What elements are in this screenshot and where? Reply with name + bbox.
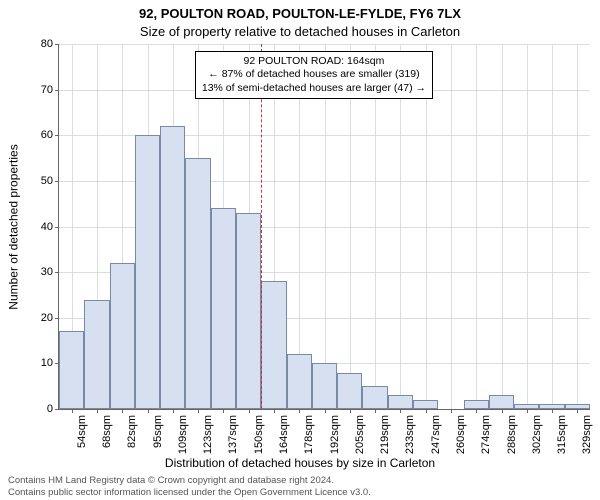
- histogram-bar: [362, 386, 387, 409]
- x-tick-mark: [223, 409, 224, 413]
- histogram-bar: [337, 373, 362, 410]
- x-tick-mark: [198, 409, 199, 413]
- y-tick-mark: [55, 90, 59, 91]
- footer-line-2: Contains public sector information licen…: [8, 487, 592, 498]
- reference-line: [261, 44, 262, 409]
- histogram-bar: [59, 331, 84, 409]
- y-tick-mark: [55, 227, 59, 228]
- x-tick-label: 260sqm: [455, 415, 467, 454]
- y-tick-label: 70: [23, 84, 53, 96]
- histogram-bar: [185, 158, 210, 409]
- plot-area: 54sqm68sqm82sqm95sqm109sqm123sqm137sqm15…: [58, 44, 590, 410]
- y-tick-label: 60: [23, 129, 53, 141]
- x-tick-label: 164sqm: [278, 415, 290, 454]
- y-tick-label: 50: [23, 175, 53, 187]
- y-axis-label: Number of detached properties: [6, 44, 22, 410]
- y-tick-mark: [55, 409, 59, 410]
- histogram-bar: [110, 263, 135, 409]
- chart-title-2: Size of property relative to detached ho…: [0, 24, 600, 39]
- x-tick-mark: [375, 409, 376, 413]
- y-axis-label-text: Number of detached properties: [7, 144, 21, 309]
- histogram-bar: [539, 404, 564, 409]
- x-tick-label: 123sqm: [202, 415, 214, 454]
- histogram-bar: [160, 126, 185, 409]
- histogram-bar: [84, 300, 109, 410]
- histogram-bar: [312, 363, 337, 409]
- x-tick-label: 219sqm: [379, 415, 391, 454]
- chart-title-1: 92, POULTON ROAD, POULTON-LE-FYLDE, FY6 …: [0, 6, 600, 21]
- x-tick-label: 54sqm: [76, 415, 88, 448]
- x-tick-label: 247sqm: [430, 415, 442, 454]
- footer-attribution: Contains HM Land Registry data © Crown c…: [8, 475, 592, 498]
- annotation-line-2: ← 87% of detached houses are smaller (31…: [202, 68, 426, 81]
- x-tick-mark: [426, 409, 427, 413]
- gridline-h: [59, 44, 590, 45]
- x-tick-mark: [476, 409, 477, 413]
- histogram-bar: [489, 395, 514, 409]
- y-tick-label: 80: [23, 38, 53, 50]
- x-tick-label: 233sqm: [404, 415, 416, 454]
- x-tick-mark: [325, 409, 326, 413]
- histogram-bar: [135, 135, 160, 409]
- x-tick-mark: [97, 409, 98, 413]
- x-tick-mark: [400, 409, 401, 413]
- plot-outer: 54sqm68sqm82sqm95sqm109sqm123sqm137sqm15…: [58, 44, 590, 410]
- x-tick-mark: [274, 409, 275, 413]
- histogram-bar: [261, 281, 286, 409]
- x-tick-mark: [249, 409, 250, 413]
- x-tick-mark: [148, 409, 149, 413]
- x-tick-label: 68sqm: [101, 415, 113, 448]
- x-tick-mark: [122, 409, 123, 413]
- y-tick-label: 10: [23, 357, 53, 369]
- histogram-bar: [413, 400, 438, 409]
- x-tick-label: 329sqm: [581, 415, 593, 454]
- histogram-bar: [388, 395, 413, 409]
- x-tick-label: 95sqm: [152, 415, 164, 448]
- histogram-bar: [514, 404, 539, 409]
- x-tick-mark: [299, 409, 300, 413]
- x-tick-label: 274sqm: [480, 415, 492, 454]
- y-tick-mark: [55, 181, 59, 182]
- footer-line-1: Contains HM Land Registry data © Crown c…: [8, 475, 592, 486]
- x-tick-label: 137sqm: [227, 415, 239, 454]
- x-tick-label: 82sqm: [126, 415, 138, 448]
- x-tick-label: 288sqm: [506, 415, 518, 454]
- x-tick-label: 315sqm: [556, 415, 568, 454]
- annotation-line-3: 13% of semi-detached houses are larger (…: [202, 82, 426, 95]
- x-tick-mark: [451, 409, 452, 413]
- y-tick-mark: [55, 318, 59, 319]
- annotation-box: 92 POULTON ROAD: 164sqm← 87% of detached…: [195, 51, 433, 98]
- chart-root: 92, POULTON ROAD, POULTON-LE-FYLDE, FY6 …: [0, 0, 600, 500]
- y-tick-label: 0: [23, 403, 53, 415]
- x-tick-label: 192sqm: [329, 415, 341, 454]
- y-tick-mark: [55, 135, 59, 136]
- x-tick-mark: [173, 409, 174, 413]
- x-tick-label: 302sqm: [531, 415, 543, 454]
- x-tick-mark: [527, 409, 528, 413]
- histogram-bar: [236, 213, 261, 409]
- histogram-bar: [211, 208, 236, 409]
- x-tick-mark: [577, 409, 578, 413]
- y-tick-label: 40: [23, 221, 53, 233]
- x-tick-label: 150sqm: [253, 415, 265, 454]
- x-tick-label: 109sqm: [177, 415, 189, 454]
- y-tick-label: 20: [23, 312, 53, 324]
- x-tick-label: 178sqm: [303, 415, 315, 454]
- histogram-bar: [565, 404, 590, 409]
- x-tick-mark: [552, 409, 553, 413]
- x-tick-mark: [350, 409, 351, 413]
- x-tick-mark: [502, 409, 503, 413]
- y-tick-label: 30: [23, 266, 53, 278]
- x-tick-mark: [72, 409, 73, 413]
- y-tick-mark: [55, 272, 59, 273]
- histogram-bar: [287, 354, 312, 409]
- x-axis-label: Distribution of detached houses by size …: [0, 456, 600, 470]
- histogram-bar: [464, 400, 489, 409]
- y-tick-mark: [55, 44, 59, 45]
- annotation-line-1: 92 POULTON ROAD: 164sqm: [202, 55, 426, 68]
- x-tick-label: 205sqm: [354, 415, 366, 454]
